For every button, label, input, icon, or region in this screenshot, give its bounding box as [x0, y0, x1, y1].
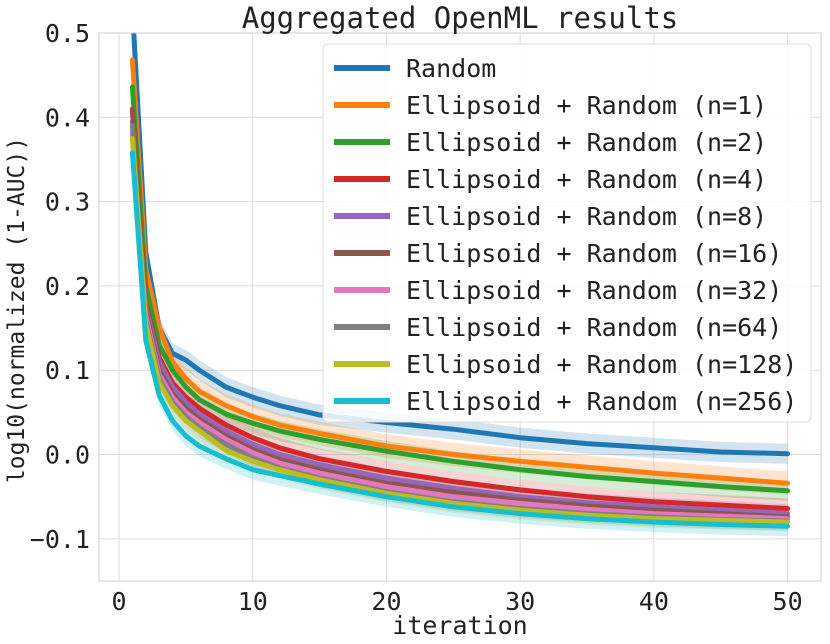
y-tick-label: 0.1 — [45, 356, 90, 385]
legend-label: Ellipsoid + Random (n=1) — [406, 91, 767, 120]
legend-box — [322, 43, 812, 423]
series-line — [129, 119, 791, 517]
x-tick-label: 0 — [112, 587, 127, 616]
legend-label: Ellipsoid + Random (n=16) — [406, 239, 782, 268]
series-line — [129, 57, 791, 486]
x-tick-label: 10 — [238, 587, 268, 616]
legend-label: Ellipsoid + Random (n=128) — [406, 350, 797, 379]
series-line — [129, 135, 791, 525]
tick-labels: 0 10 20 30 40 50 −0.1 0.0 0.1 0.2 0.3 0.4 0.5 — [30, 19, 803, 616]
legend-label: Random — [406, 54, 496, 83]
legend-label: Ellipsoid + Random (n=4) — [406, 165, 767, 194]
series-line — [129, 84, 791, 494]
x-tick-label: 20 — [371, 587, 401, 616]
legend-label: Ellipsoid + Random (n=64) — [406, 313, 782, 342]
legend-label: Ellipsoid + Random (n=256) — [406, 387, 797, 416]
y-tick-label: 0.5 — [45, 19, 90, 48]
x-tick-label: 50 — [773, 587, 803, 616]
chart-title: Aggregated OpenML results — [242, 1, 679, 35]
y-tick-label: 0.4 — [45, 103, 90, 132]
x-tick-label: 30 — [505, 587, 535, 616]
y-tick-label: 0.3 — [45, 188, 90, 217]
series-line — [129, 150, 791, 529]
series-lines — [129, 33, 791, 529]
legend-label: Ellipsoid + Random (n=32) — [406, 276, 782, 305]
y-tick-label: 0.0 — [45, 441, 90, 470]
x-axis-label: iteration — [392, 611, 527, 640]
legend: Random Ellipsoid + Random (n=1) Ellipsoid … — [322, 43, 812, 423]
legend-label: Ellipsoid + Random (n=2) — [406, 128, 767, 157]
plot-area-frame — [98, 32, 822, 582]
legend-label: Ellipsoid + Random (n=8) — [406, 202, 767, 231]
y-axis-label: log10(normalized (1-AUC)) — [4, 137, 30, 483]
x-tick-label: 40 — [639, 587, 669, 616]
y-tick-label: −0.1 — [30, 525, 90, 554]
y-tick-label: 0.2 — [45, 272, 90, 301]
